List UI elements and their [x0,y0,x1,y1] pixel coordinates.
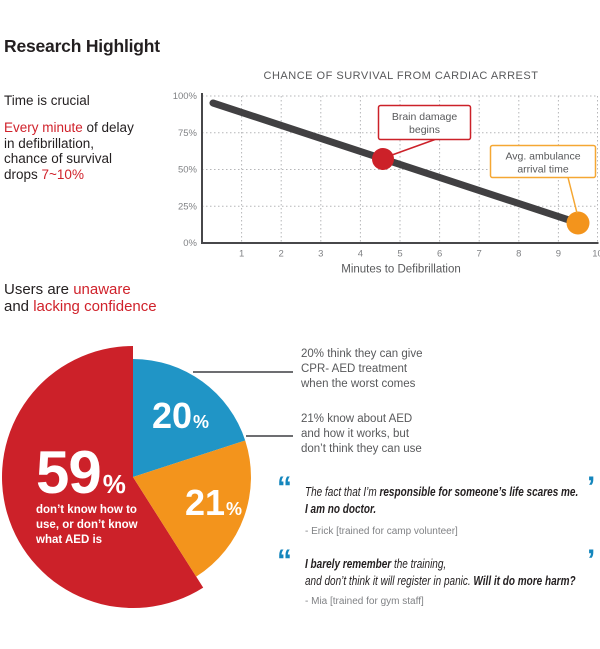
pie-label-59: 59% [36,439,126,506]
pie-label-21: 21% [185,482,242,523]
x-tick-10: 10 [592,249,600,260]
intro-accent-every-minute: Every minute [4,120,83,135]
pie-note-21: 21% know about AED and how it works, but… [301,412,422,457]
pie-59-caption-line-1: don’t know how to [36,504,137,516]
x-tick-1: 1 [239,249,244,260]
intro-accent-drop-rate: 7~10% [41,166,84,182]
survival-trend-line [209,99,582,227]
quote-1-attribution: - Erick [trained for camp volunteer] [305,526,458,537]
axes [201,93,599,244]
ambulance-marker [566,211,590,235]
brain-damage-label-line-1: Brain damage [392,111,458,123]
x-tick-3: 3 [318,249,323,260]
brain-damage-label-line-2: begins [409,124,440,136]
pie-note-21-line-2: and how it works, but [301,428,410,440]
intro-line-4: drops 7~10% [4,166,84,182]
brain-damage-callout-box [377,104,472,141]
quote-1: The fact that I’m responsible for someon… [305,484,600,517]
awareness-line-2: and lacking confidence [4,298,157,315]
ambulance-label-line-2: arrival time [517,164,569,176]
quote-2-line-1: I barely remember the training, [305,557,447,571]
chart-title: CHANCE OF SURVIVAL FROM CARDIAC ARREST [264,70,539,82]
close-quote-icon: ’ [587,544,596,577]
quote-2-line-2: and don’t think it will register in pani… [305,573,576,588]
y-tick-0: 0% [183,238,197,249]
x-tick-5: 5 [397,249,402,260]
x-tick-8: 8 [516,249,521,260]
pie-59-caption: don’t know how to use, or don’t know wha… [35,504,138,546]
awareness-accent-confidence: lacking confidence [33,298,157,315]
x-axis-tick-labels: 1 2 3 4 5 6 7 8 9 10 [239,249,600,260]
y-tick-50: 50% [178,165,198,176]
survival-line-chart: CHANCE OF SURVIVAL FROM CARDIAC ARREST 1… [173,70,600,276]
pie-note-20: 20% think they can give CPR- AED treatme… [301,347,422,392]
pie-59-caption-line-3: what AED is [35,534,102,546]
intro-heading: Time is crucial [4,93,90,108]
intro-line-1: Every minute of delay [4,120,134,135]
y-tick-25: 25% [178,201,198,212]
ambulance-callout-box [489,144,597,179]
intro-paragraph: Every minute of delay in defibrillation,… [4,120,134,182]
pie-slice-20 [133,359,246,477]
pie-slice-59 [1,345,204,608]
pie-note-20-line-3: when the worst comes [301,378,416,390]
x-tick-9: 9 [556,249,561,260]
x-tick-7: 7 [477,249,482,260]
x-axis-title: Minutes to Defibrillation [341,264,461,276]
brain-damage-pointer-line [391,138,436,156]
ambulance-pointer-line [567,177,578,214]
brain-damage-marker [372,148,394,170]
pie-slice-21 [133,440,251,577]
pie-note-20-line-2: CPR- AED treatment [301,363,408,375]
ambulance-label-line-1: Avg. ambulance [505,151,580,163]
x-tick-2: 2 [279,249,284,260]
open-quote-icon: “ [277,471,292,504]
x-tick-4: 4 [358,249,363,260]
quote-2: I barely remember the training, and don’… [305,556,600,589]
quote-1-line-1: The fact that I’m responsible for someon… [305,485,579,499]
pie-label-20: 20% [152,395,209,436]
pie-note-20-line-1: 20% think they can give [301,348,423,360]
page-title: Research Highlight [4,36,160,56]
pie-note-21-line-3: don’t think they can use [301,443,422,455]
pie-connector-line-orange [246,435,293,437]
awareness-heading: Users are unaware and lacking confidence [4,281,157,315]
pie-note-21-line-1: 21% know about AED [301,413,413,425]
awareness-pie-chart: 20% 21% 59% don’t know how to use, or do… [1,345,251,608]
pie-connector-line-blue [193,371,293,373]
quote-1-line-2: I am no doctor. [305,501,377,516]
quote-2-attribution: - Mia [trained for gym staff] [305,596,424,607]
y-tick-75: 75% [178,128,198,139]
open-quote-icon: “ [277,544,292,577]
y-tick-100: 100% [173,91,198,102]
intro-line-3: chance of survival [4,151,113,166]
pie-59-caption-line-2: use, or don’t know [36,519,138,531]
awareness-accent-unaware: unaware [73,281,131,298]
awareness-line-1: Users are unaware [4,281,131,298]
x-tick-6: 6 [437,249,442,260]
close-quote-icon: ’ [587,471,596,504]
y-axis-tick-labels: 100% 75% 50% 25% 0% [173,91,198,249]
intro-line-2: in defibrillation, [4,135,95,151]
